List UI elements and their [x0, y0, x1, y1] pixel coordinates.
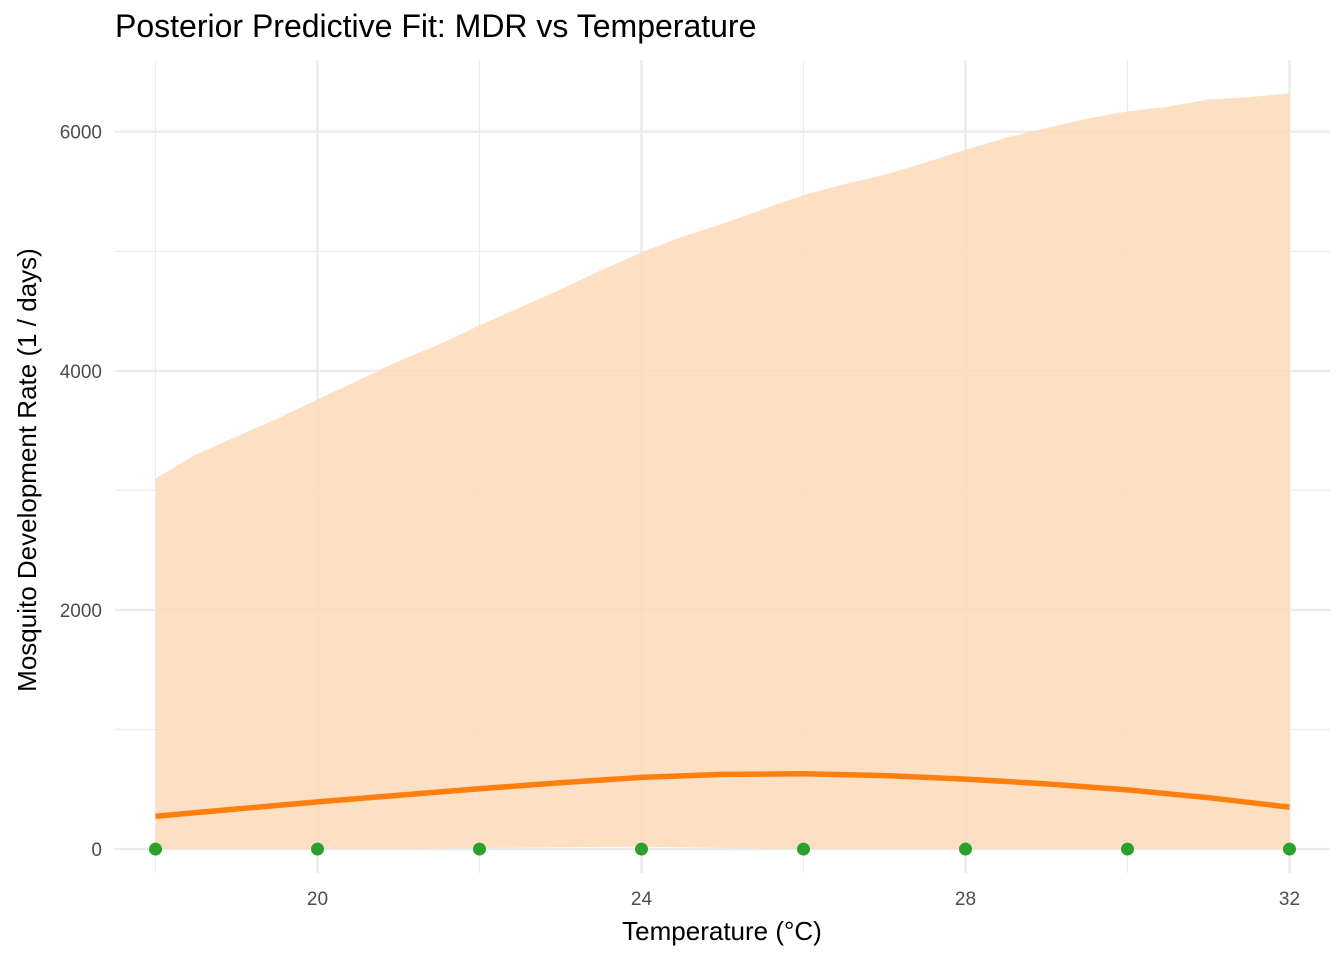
data-point	[1283, 842, 1296, 856]
x-axis-title: Temperature (°C)	[622, 916, 822, 946]
y-axis-title: Mosquito Development Rate (1 / days)	[12, 248, 42, 692]
y-tick-label: 0	[91, 840, 102, 861]
observed-points	[149, 842, 1296, 856]
data-point	[959, 842, 972, 856]
data-point	[311, 842, 324, 856]
x-tick-label: 24	[631, 889, 653, 910]
chart-title: Posterior Predictive Fit: MDR vs Tempera…	[115, 8, 757, 44]
data-point	[473, 842, 486, 856]
y-tick-label: 6000	[60, 123, 102, 144]
credible-band-area	[155, 93, 1290, 850]
data-point	[1121, 842, 1134, 856]
fit-line	[155, 771, 1290, 819]
data-point	[635, 842, 648, 856]
x-tick-label: 28	[955, 889, 976, 910]
x-tick-label: 20	[307, 889, 328, 910]
y-tick-label: 2000	[60, 601, 102, 622]
data-point	[797, 842, 810, 856]
tick-labels: 20 24 28 32 0 2000 4000 6000	[60, 123, 1300, 910]
posterior-mean-line	[155, 771, 1290, 819]
y-tick-label: 4000	[60, 362, 102, 383]
x-tick-label: 32	[1279, 889, 1300, 910]
data-point	[149, 842, 162, 856]
credible-band	[155, 93, 1290, 850]
